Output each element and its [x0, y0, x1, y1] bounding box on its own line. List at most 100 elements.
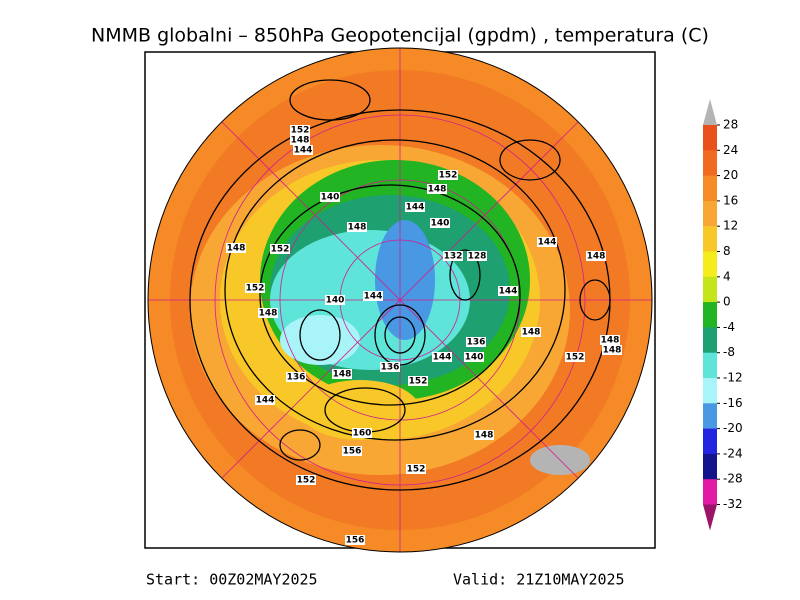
colorbar-box: [703, 403, 717, 430]
contour-label: 152: [271, 245, 290, 255]
contour-label: 144: [406, 203, 425, 213]
contour-label-box: [286, 372, 306, 382]
contour-label: 136: [467, 338, 486, 348]
colorbar-tick-label: -16: [723, 396, 743, 410]
colorbar-tick-label: 8: [723, 244, 731, 258]
contour-label-box: [464, 352, 484, 362]
valid-time: Valid: 21Z10MAY2025: [453, 571, 625, 589]
colorbar-top-arrow: [703, 99, 717, 125]
contour-label: 144: [256, 396, 275, 406]
contour-label: 148: [291, 136, 310, 146]
colorbar-tick-label: -32: [723, 497, 743, 511]
contour-label: 144: [294, 146, 313, 156]
contour-label: 152: [409, 377, 428, 387]
colorbar-box: [703, 352, 717, 379]
contour-label-box: [438, 170, 458, 180]
contour-label-box: [432, 352, 452, 362]
colorbar-tick-label: 0: [723, 295, 731, 309]
colorbar-box: [703, 276, 717, 303]
contour-label: 148: [333, 370, 352, 380]
colorbar-tick-label: -12: [723, 371, 743, 385]
contour-label-box: [408, 376, 428, 386]
contour-label-box: [600, 335, 620, 345]
contour-label: 148: [475, 431, 494, 441]
colorbar-box: [703, 327, 717, 354]
contour-label: 144: [538, 238, 557, 248]
colorbar-box: [703, 175, 717, 202]
contour-label: 152: [297, 476, 316, 486]
colorbar-tick-label: -20: [723, 421, 743, 435]
contour-label-box: [332, 369, 352, 379]
contour-label: 148: [587, 252, 606, 262]
colorbar-box: [703, 251, 717, 278]
contour-label-box: [258, 308, 278, 318]
colorbar-tick-label: 24: [723, 143, 738, 157]
contour-label: 152: [246, 284, 265, 294]
contour-label-box: [405, 202, 425, 212]
contour-label: 140: [326, 296, 345, 306]
colorbar-bottom-arrow: [703, 504, 717, 531]
contour-label-box: [427, 184, 447, 194]
colorbar-box: [703, 200, 717, 227]
contour-label-box: [293, 145, 313, 155]
contour-label-box: [325, 295, 345, 305]
contour-label: 148: [603, 346, 622, 356]
contour-label-box: [406, 464, 426, 474]
contour-label-box: [443, 251, 463, 261]
map-field: [148, 48, 652, 552]
colorbar-tick-label: -28: [723, 472, 743, 486]
colorbar-box: [703, 125, 717, 151]
contour-label-box: [586, 251, 606, 261]
contour-label-box: [363, 291, 383, 301]
colorbar-tick-label: 20: [723, 168, 738, 182]
contour-label-box: [290, 125, 310, 135]
colorbar-tick-label: -24: [723, 446, 743, 460]
contour-label: 136: [287, 373, 306, 383]
contour-label-box: [270, 244, 290, 254]
contour-label: 140: [431, 219, 450, 229]
contour-label-box: [226, 243, 246, 253]
contour-label: 148: [522, 328, 541, 338]
contour-label-box: [602, 345, 622, 355]
contour-label-box: [467, 251, 487, 261]
contour-label: 144: [433, 353, 452, 363]
contour-label-box: [521, 327, 541, 337]
colorbar-box: [703, 428, 717, 455]
contour-label-box: [290, 135, 310, 145]
contour-label: 148: [259, 309, 278, 319]
contour-label-box: [474, 430, 494, 440]
contour-label: 144: [499, 287, 518, 297]
contour-label-box: [380, 362, 400, 372]
colorbar-tick-label: 28: [723, 118, 738, 132]
contour-label: 144: [364, 292, 383, 302]
contour-label: 156: [346, 536, 365, 546]
contour-label: 152: [439, 171, 458, 181]
colorbar-tick-label: -8: [723, 345, 735, 359]
contour-label: 148: [348, 223, 367, 233]
contour-label: 136: [381, 363, 400, 373]
contour-label: 148: [227, 244, 246, 254]
contour-label: 160: [353, 429, 372, 439]
contour-label: 132: [444, 252, 463, 262]
contour-label: 152: [407, 465, 426, 475]
contour-label: 128: [468, 252, 487, 262]
contour-label: 148: [428, 185, 447, 195]
contour-label-box: [245, 283, 265, 293]
contour-label-box: [255, 395, 275, 405]
contour-label: 152: [291, 126, 310, 136]
contour-label-box: [345, 535, 365, 545]
colorbar-tick-label: 4: [723, 269, 731, 283]
contour-label-box: [352, 428, 372, 438]
contour-label-box: [466, 337, 486, 347]
contour-label-box: [347, 222, 367, 232]
start-time: Start: 00Z02MAY2025: [146, 571, 318, 589]
colorbar-box: [703, 302, 717, 328]
contour-label-box: [498, 286, 518, 296]
contour-label: 156: [343, 447, 362, 457]
contour-label-box: [430, 218, 450, 228]
contour-label-box: [320, 192, 340, 202]
colorbar-tick-label: 16: [723, 193, 738, 207]
contour-label-box: [565, 352, 585, 362]
contour-label-box: [537, 237, 557, 247]
contour-label-box: [342, 446, 362, 456]
